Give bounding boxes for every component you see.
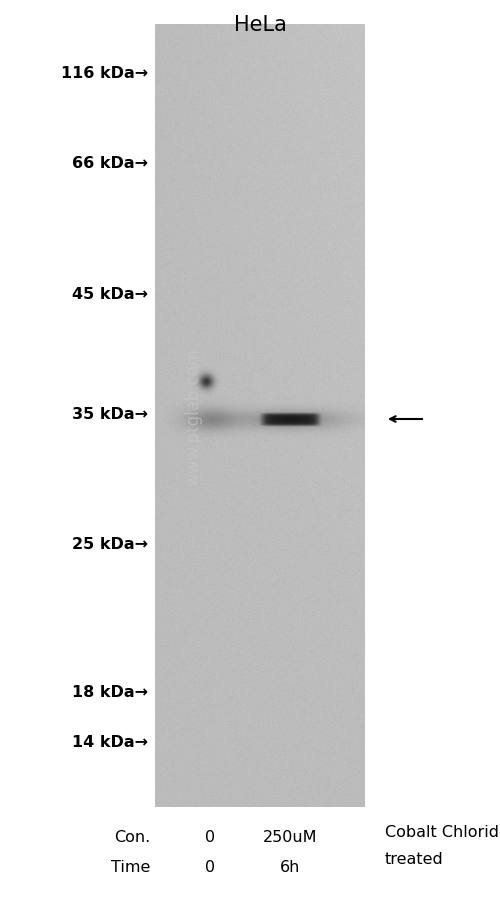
Text: 45 kDa→: 45 kDa→ [72, 287, 148, 302]
Text: Time: Time [110, 860, 150, 875]
Text: Con.: Con. [114, 830, 150, 844]
Text: 0: 0 [205, 860, 215, 875]
Text: treated: treated [385, 851, 444, 867]
Text: 14 kDa→: 14 kDa→ [72, 735, 148, 750]
Text: 250uM: 250uM [263, 830, 318, 844]
Text: 0: 0 [205, 830, 215, 844]
Text: 66 kDa→: 66 kDa→ [72, 155, 148, 170]
Text: 35 kDa→: 35 kDa→ [72, 407, 148, 422]
Text: Cobalt Chloride: Cobalt Chloride [385, 824, 500, 840]
Text: 116 kDa→: 116 kDa→ [61, 66, 148, 80]
Text: HeLa: HeLa [234, 15, 286, 35]
Text: 25 kDa→: 25 kDa→ [72, 537, 148, 552]
Text: 18 kDa→: 18 kDa→ [72, 685, 148, 700]
Text: www.ptglab.com: www.ptglab.com [184, 347, 202, 485]
Text: 6h: 6h [280, 860, 300, 875]
